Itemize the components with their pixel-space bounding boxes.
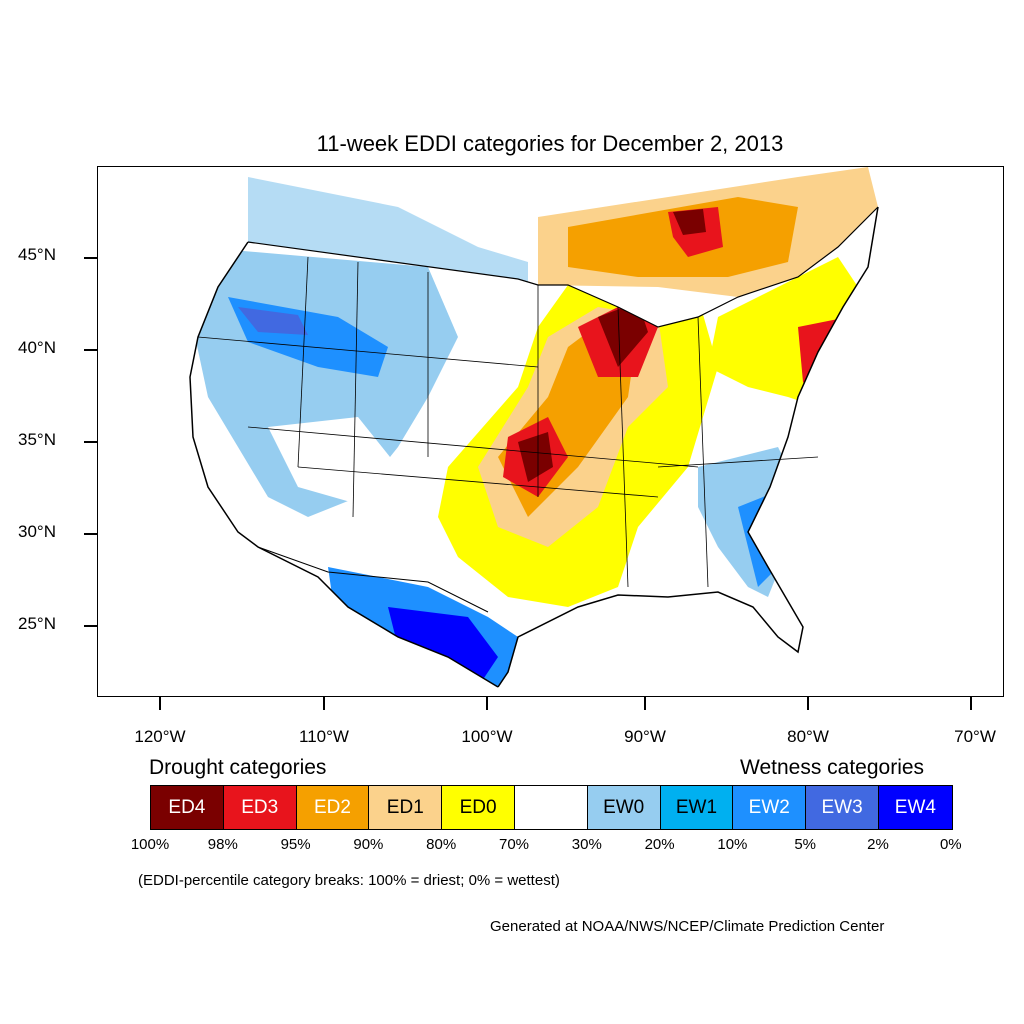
lon-tick xyxy=(970,697,972,710)
lat-tick xyxy=(84,533,97,535)
lon-label-120: 120°W xyxy=(134,727,186,746)
legend-box-ew0: EW0 xyxy=(587,786,661,829)
lat-tick xyxy=(84,257,97,259)
wetness-heading: Wetness categories xyxy=(740,756,925,779)
legend-box-ed3: ED3 xyxy=(223,786,297,829)
break-label: 5% xyxy=(794,836,817,853)
lon-tick xyxy=(644,697,646,710)
legend-box-normal xyxy=(514,786,588,829)
legend-box-ed1: ED1 xyxy=(369,786,443,829)
lat-tick xyxy=(84,441,97,443)
break-label: 80% xyxy=(426,836,457,853)
break-label: 30% xyxy=(571,836,602,853)
lat-label-40: 40°N xyxy=(18,338,56,357)
lon-label-70: 70°W xyxy=(954,727,996,746)
lon-tick xyxy=(486,697,488,710)
drought-heading: Drought categories xyxy=(149,756,327,779)
legend-box-ew2: EW2 xyxy=(733,786,807,829)
legend-box-ed2: ED2 xyxy=(296,786,370,829)
map-canvas xyxy=(189,167,879,688)
eddi-map xyxy=(97,166,1004,697)
lon-tick xyxy=(159,697,161,710)
lat-label-30: 30°N xyxy=(18,522,56,541)
category-legend: ED4 ED3 ED2 ED1 ED0 EW0 EW1 EW2 EW3 EW4 xyxy=(150,785,953,830)
break-label: 70% xyxy=(498,836,530,853)
map-title: 11-week EDDI categories for December 2, … xyxy=(316,131,784,156)
breaks-note: (EDDI-percentile category breaks: 100% =… xyxy=(138,872,560,889)
lon-label-90: 90°W xyxy=(624,727,666,746)
lat-label-35: 35°N xyxy=(18,430,56,449)
break-label: 98% xyxy=(207,836,238,853)
break-label: 10% xyxy=(717,836,748,853)
lon-label-80: 80°W xyxy=(787,727,829,746)
break-label: 100% xyxy=(130,836,170,853)
legend-box-ew3: EW3 xyxy=(806,786,879,829)
legend-box-ed4: ED4 xyxy=(151,786,224,829)
legend-box-ew1: EW1 xyxy=(660,786,734,829)
break-label: 90% xyxy=(353,836,384,853)
lon-tick xyxy=(807,697,809,710)
lat-tick xyxy=(84,349,97,351)
lon-label-110: 110°W xyxy=(299,727,349,746)
break-label: 2% xyxy=(867,836,889,853)
lon-tick xyxy=(323,697,325,710)
legend-box-ed0: ED0 xyxy=(442,786,515,829)
lon-label-100: 100°W xyxy=(461,727,513,746)
credit-line: Generated at NOAA/NWS/NCEP/Climate Predi… xyxy=(490,918,885,935)
break-label: 95% xyxy=(280,836,311,853)
break-label: 0% xyxy=(939,836,962,853)
break-label: 20% xyxy=(644,836,675,853)
legend-box-ew4: EW4 xyxy=(878,786,952,829)
lat-label-45: 45°N xyxy=(18,245,56,264)
lat-label-25: 25°N xyxy=(18,614,56,633)
lat-tick xyxy=(84,625,97,627)
